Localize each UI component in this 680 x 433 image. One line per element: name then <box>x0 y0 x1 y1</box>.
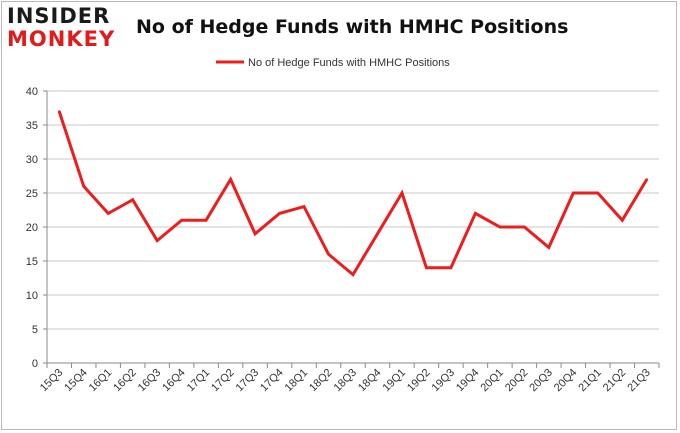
y-tick-label: 25 <box>26 188 38 200</box>
x-tick-label: 17Q3 <box>234 367 262 395</box>
x-tick-label: 15Q4 <box>62 367 90 395</box>
x-tick-label: 20Q1 <box>478 367 506 395</box>
x-tick-label: 21Q3 <box>625 367 653 395</box>
data-point <box>302 205 306 208</box>
y-tick-label: 40 <box>26 86 38 98</box>
data-point <box>449 266 453 269</box>
x-tick-label: 18Q2 <box>307 367 335 395</box>
axes: 0 5 10 15 20 25 30 35 40 15Q315Q416Q116Q216Q316Q4… <box>26 86 660 395</box>
x-tick-label: 16Q2 <box>111 367 139 395</box>
data-point <box>572 191 575 195</box>
data-point <box>278 212 281 215</box>
data-point <box>523 225 526 229</box>
x-tick-label: 16Q4 <box>160 367 188 395</box>
x-tick-label: 16Q1 <box>87 367 115 395</box>
data-point <box>376 232 379 235</box>
data-point <box>229 178 232 181</box>
x-tick-label: 21Q1 <box>576 367 604 395</box>
x-tick-label: 17Q4 <box>258 367 286 395</box>
y-tick-label: 20 <box>26 222 38 234</box>
x-tick-label: 18Q3 <box>332 367 360 395</box>
data-point <box>498 225 502 229</box>
data-point <box>204 219 208 222</box>
x-tick-label: 20Q3 <box>527 367 555 395</box>
data-point <box>547 246 551 249</box>
data-point <box>645 178 648 181</box>
y-tick-label: 15 <box>26 256 38 268</box>
x-tick-label: 18Q1 <box>283 367 311 395</box>
logo-line-2: MONKEY <box>7 27 116 51</box>
data-point <box>131 198 134 201</box>
y-tick-label: 30 <box>26 154 38 166</box>
x-tick-label: 19Q3 <box>430 367 458 395</box>
legend: No of Hedge Funds with HMHC Positions <box>216 57 450 69</box>
data-point <box>621 219 624 222</box>
x-tick-label: 20Q4 <box>552 367 580 395</box>
x-tick-label: 17Q1 <box>185 367 213 395</box>
x-tick-label: 15Q3 <box>38 367 66 395</box>
y-tick-label: 35 <box>26 120 38 132</box>
x-tick-label: 19Q2 <box>405 367 433 395</box>
x-tick-label: 20Q2 <box>503 367 531 395</box>
legend-label: No of Hedge Funds with HMHC Positions <box>248 57 450 69</box>
data-point <box>327 253 330 256</box>
data-point <box>155 239 159 242</box>
data-point <box>58 110 61 113</box>
insider-monkey-logo: INSIDER MONKEY <box>7 6 127 50</box>
chart-title: No of Hedge Funds with HMHC Positions <box>136 16 569 38</box>
x-tick-label: 19Q1 <box>381 367 409 395</box>
x-tick-label: 16Q3 <box>136 367 164 395</box>
y-tick-label: 0 <box>32 358 38 370</box>
data-point <box>82 185 85 188</box>
x-tick-label: 19Q4 <box>454 367 482 395</box>
data-point <box>180 219 183 222</box>
x-tick-label: 21Q2 <box>601 367 629 395</box>
data-point <box>425 266 428 269</box>
data-point <box>596 191 599 195</box>
series-layer <box>57 110 649 277</box>
y-tick-label: 10 <box>26 290 38 302</box>
data-point <box>351 273 355 276</box>
x-tick-label: 17Q2 <box>209 367 237 395</box>
data-point <box>253 232 257 235</box>
x-tick-label: 18Q4 <box>356 367 384 395</box>
data-point <box>474 212 477 215</box>
data-point <box>107 212 110 215</box>
y-tick-label: 5 <box>32 324 38 336</box>
data-point <box>400 191 404 195</box>
logo-line-1: INSIDER <box>7 4 111 28</box>
